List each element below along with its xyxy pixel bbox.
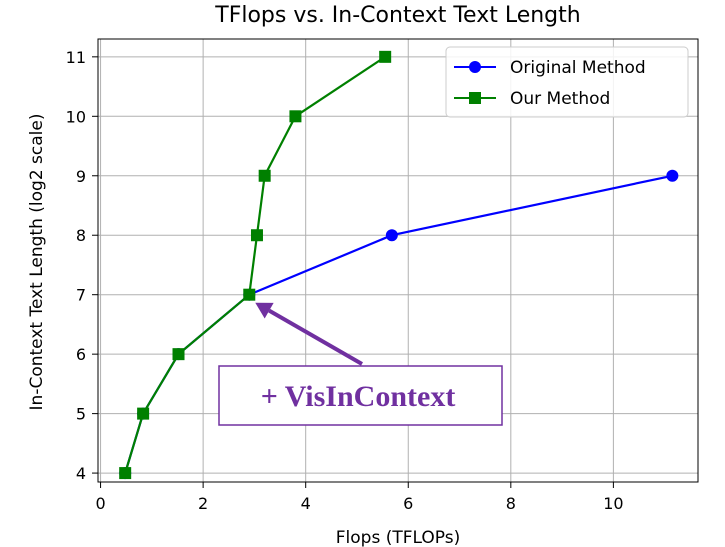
- data-point: [289, 110, 302, 123]
- annotation: + VisInContext: [218, 302, 503, 426]
- x-tick-label: 10: [603, 494, 623, 513]
- data-point: [258, 169, 271, 182]
- annotation-text: + VisInContext: [261, 380, 456, 413]
- annotation-arrow-shaft: [268, 308, 363, 366]
- series-line-0: [124, 174, 673, 474]
- x-tick-label: 2: [198, 494, 208, 513]
- y-tick-label: 10: [66, 107, 86, 126]
- y-axis-label: In-Context Text Length (log2 scale): [27, 114, 47, 411]
- series-lines: [119, 50, 679, 480]
- annotation-arrow-head: [255, 302, 274, 319]
- y-tick-label: 8: [76, 226, 86, 245]
- data-point: [137, 407, 150, 420]
- data-point: [385, 229, 398, 242]
- x-ticks: 0 2 4 6 8 10: [95, 482, 624, 513]
- legend: Original Method Our Method: [445, 46, 689, 118]
- legend-box: [445, 46, 689, 118]
- y-tick-label: 9: [76, 167, 86, 186]
- x-tick-label: 4: [301, 494, 311, 513]
- data-point: [172, 348, 185, 361]
- chart-title: TFlops vs. In-Context Text Length: [214, 3, 580, 28]
- x-tick-label: 6: [403, 494, 413, 513]
- x-axis-label: Flops (TFLOPs): [336, 528, 460, 547]
- legend-label-ours: Our Method: [510, 89, 610, 109]
- y-tick-label: 4: [76, 464, 86, 483]
- annotation-box: [218, 365, 503, 426]
- data-point: [119, 467, 132, 480]
- y-tick-label: 11: [66, 48, 86, 67]
- legend-marker-ours: [469, 92, 481, 104]
- x-tick-label: 0: [95, 494, 105, 513]
- y-tick-label: 6: [76, 345, 86, 364]
- y-tick-label: 7: [76, 286, 86, 305]
- y-ticks: 4 5 6 7 8 9 10 11: [66, 48, 98, 483]
- data-point: [250, 229, 263, 242]
- plot-area: [97, 38, 699, 483]
- data-point: [666, 169, 679, 182]
- legend-label-original: Original Method: [510, 58, 646, 78]
- y-tick-label: 5: [76, 405, 86, 424]
- x-tick-label: 8: [506, 494, 516, 513]
- data-point: [379, 50, 392, 63]
- series-line-1: [124, 55, 386, 474]
- data-point: [243, 288, 256, 301]
- legend-marker-original: [469, 61, 481, 73]
